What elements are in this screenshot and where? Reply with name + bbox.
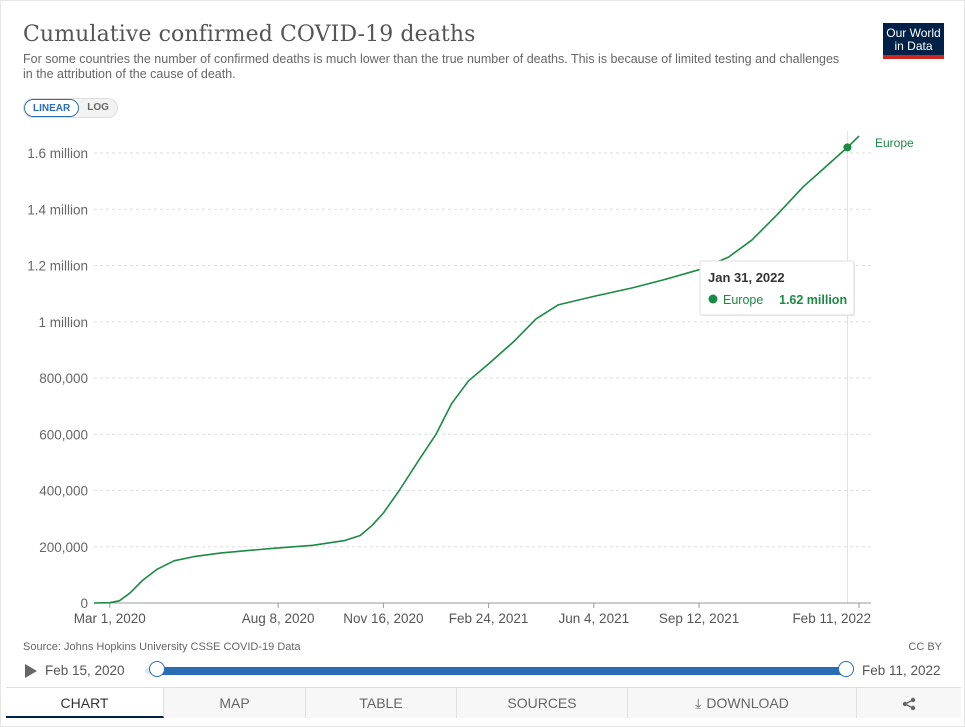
- tab-chart-label: CHART: [60, 695, 109, 711]
- chart-title: Cumulative confirmed COVID-19 deaths: [23, 22, 476, 47]
- linear-scale-button[interactable]: LINEAR: [24, 99, 80, 117]
- y-tick-label: 0: [80, 596, 88, 611]
- tab-table[interactable]: TABLE: [306, 688, 457, 718]
- x-tick-label: Sep 12, 2021: [659, 611, 739, 626]
- source-text: Source: Johns Hopkins University CSSE CO…: [23, 641, 301, 653]
- x-tick-label: Mar 1, 2020: [74, 611, 146, 626]
- source-note[interactable]: Source: Johns Hopkins University CSSE CO…: [23, 641, 301, 653]
- y-tick-label: 1 million: [38, 315, 88, 330]
- tab-download[interactable]: ⤓ DOWNLOAD: [628, 688, 857, 718]
- share-icon: [902, 698, 916, 711]
- tooltip-box: [699, 260, 855, 316]
- log-scale-button[interactable]: LOG: [79, 99, 117, 117]
- line-chart: 0 200,000 400,000 600,000 800,000 1 million 1.…: [27, 131, 914, 626]
- timeline-end-handle[interactable]: [838, 661, 854, 677]
- x-tick-label: Feb 11, 2022: [792, 611, 871, 626]
- play-icon[interactable]: [25, 664, 37, 678]
- series-layer: Europe: [93, 135, 914, 604]
- series-end-label[interactable]: Europe: [875, 136, 914, 150]
- x-tick-label: Jun 4, 2021: [559, 611, 630, 626]
- tooltip-series-name: Europe: [723, 293, 763, 307]
- y-tick-label: 1.4 million: [27, 202, 88, 217]
- timeline-start-handle[interactable]: [149, 661, 165, 677]
- tab-sources[interactable]: SOURCES: [457, 688, 628, 718]
- owid-logo[interactable]: Our World in Data: [883, 23, 944, 59]
- y-tick-label: 1.6 million: [27, 146, 88, 161]
- timeline-start-label: Feb 15, 2020: [45, 663, 125, 678]
- tooltip-value: 1.62 million: [779, 293, 847, 307]
- y-tick-label: 400,000: [39, 484, 88, 499]
- license-link[interactable]: CC BY: [908, 641, 942, 653]
- chart-subtitle: For some countries the number of confirm…: [23, 52, 840, 81]
- series-line-europe[interactable]: [93, 135, 860, 604]
- logo-line1: Our World: [886, 26, 941, 40]
- y-tick-label: 600,000: [39, 427, 88, 442]
- y-tick-label: 800,000: [39, 371, 88, 386]
- tab-download-label: DOWNLOAD: [706, 695, 789, 711]
- x-tick-label: Nov 16, 2020: [343, 611, 423, 626]
- tab-map[interactable]: MAP: [164, 688, 306, 718]
- tooltip-marker: [708, 294, 718, 304]
- timeline: Feb 15, 2020 Feb 11, 2022: [1, 657, 965, 685]
- share-button[interactable]: [857, 688, 961, 718]
- tab-sources-label: SOURCES: [507, 695, 577, 711]
- scale-toggle: LINEAR LOG: [23, 98, 118, 118]
- y-axis: 0 200,000 400,000 600,000 800,000 1 million 1.…: [27, 146, 88, 611]
- timeline-range[interactable]: [157, 667, 846, 675]
- tooltip-date: Jan 31, 2022: [708, 270, 785, 285]
- tab-chart[interactable]: CHART: [6, 688, 164, 718]
- x-tick-label: Feb 24, 2021: [449, 611, 529, 626]
- tab-table-label: TABLE: [359, 695, 403, 711]
- tooltip: Jan 31, 2022 Europe 1.62 million: [699, 260, 855, 316]
- y-tick-label: 200,000: [39, 540, 88, 555]
- y-tick-label: 1.2 million: [27, 259, 88, 274]
- timeline-end-label: Feb 11, 2022: [862, 663, 941, 678]
- download-icon: ⤓: [695, 695, 702, 711]
- hover-point: [843, 143, 852, 152]
- tab-bar: CHART MAP TABLE SOURCES ⤓ DOWNLOAD: [6, 687, 961, 718]
- tab-map-label: MAP: [219, 695, 250, 711]
- x-axis: Mar 1, 2020 Aug 8, 2020 Nov 16, 2020 Feb 24…: [74, 602, 871, 626]
- grid-lines: [94, 131, 871, 603]
- x-tick-label: Aug 8, 2020: [242, 611, 315, 626]
- logo-line2: in Data: [894, 39, 933, 53]
